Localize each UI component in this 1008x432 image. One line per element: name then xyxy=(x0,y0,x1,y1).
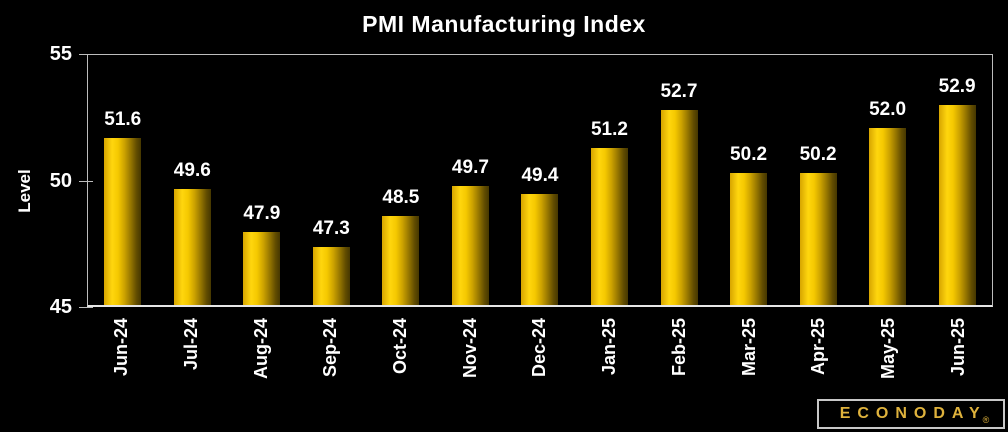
bar-value-label: 47.3 xyxy=(312,217,350,239)
bar-value-label: 52.0 xyxy=(869,98,907,120)
y-axis-tick-mark xyxy=(79,180,93,182)
econoday-logo-text: ECONODAY xyxy=(839,405,987,422)
bar-value-label: 50.2 xyxy=(799,144,837,166)
y-axis-tick-mark xyxy=(79,307,93,308)
bar-slot: 47.9 xyxy=(227,55,297,305)
econoday-logo: ECONODAY ® xyxy=(817,399,1005,429)
bar-slot: 52.0 xyxy=(853,55,923,305)
chart-title: PMI Manufacturing Index xyxy=(362,11,646,37)
bar-slot: 50.2 xyxy=(714,55,784,305)
bar-slot: 52.7 xyxy=(644,55,714,305)
bar-value-label: 49.7 xyxy=(451,157,489,179)
registered-trademark-icon: ® xyxy=(982,415,990,425)
bar-value-label: 47.9 xyxy=(243,202,281,224)
bar xyxy=(799,173,837,305)
x-axis-tick-label: Jul-24 xyxy=(181,318,202,371)
bar xyxy=(938,105,976,305)
bar xyxy=(590,148,628,305)
bar-slot: 49.6 xyxy=(158,55,228,305)
bar-value-label: 52.7 xyxy=(660,81,698,103)
x-axis-tick-label: Feb-25 xyxy=(668,318,689,377)
x-axis-tick-label: May-25 xyxy=(877,318,898,380)
y-axis-tick-mark xyxy=(79,54,93,55)
y-axis-tick-label: 50 xyxy=(49,169,72,192)
x-axis-tick-label: Nov-24 xyxy=(459,318,480,379)
bar xyxy=(451,186,489,305)
bar-value-label: 49.4 xyxy=(521,164,559,186)
bar-value-label: 52.9 xyxy=(938,76,976,98)
bar-value-label: 51.6 xyxy=(104,109,142,131)
bar xyxy=(382,216,420,305)
x-axis-tick-label: Mar-25 xyxy=(738,318,759,377)
x-axis-tick-label: Jun-25 xyxy=(947,318,968,377)
bar xyxy=(312,246,350,305)
x-axis-tick-label: Apr-25 xyxy=(808,318,829,376)
y-axis-tick-label: 45 xyxy=(49,296,72,318)
x-axis-tick-label: Jan-25 xyxy=(599,318,620,376)
x-axis-tick-label: Aug-24 xyxy=(250,318,271,380)
bar-slot: 48.5 xyxy=(366,55,436,305)
x-axis-tick-label: Sep-24 xyxy=(320,318,341,378)
bar xyxy=(521,193,559,305)
y-axis-tick-label: 55 xyxy=(49,43,72,65)
bar xyxy=(173,188,211,305)
bar-slot: 52.9 xyxy=(922,55,992,305)
bars-container: 51.6 49.6 47.9 47.3 48.5 49.7 49.4 51.2 52.7 50.2… xyxy=(88,55,992,305)
bar xyxy=(243,231,281,305)
x-axis: Jun-24 Jul-24 Aug-24 Sep-24 Oct-24 Nov-24 Dec-… xyxy=(87,309,993,399)
bar xyxy=(660,110,698,305)
bar-value-label: 50.2 xyxy=(730,144,768,166)
bar-slot: 49.4 xyxy=(505,55,575,305)
bar-value-label: 49.6 xyxy=(173,159,211,181)
x-axis-tick-label: Dec-24 xyxy=(529,318,550,378)
bar xyxy=(730,173,768,305)
bar-slot: 49.7 xyxy=(436,55,506,305)
x-axis-tick-label: Jun-24 xyxy=(111,318,132,377)
bar-value-label: 51.2 xyxy=(590,119,628,141)
bar-slot: 50.2 xyxy=(783,55,853,305)
plot-area: 51.6 49.6 47.9 47.3 48.5 49.7 49.4 51.2 52.7 50.2… xyxy=(87,54,993,307)
bar-slot: 47.3 xyxy=(297,55,367,305)
bar-value-label: 48.5 xyxy=(382,187,420,209)
x-axis-tick-label: Oct-24 xyxy=(390,318,411,375)
bar-slot: 51.2 xyxy=(575,55,645,305)
bar xyxy=(869,127,907,305)
bar xyxy=(104,138,142,305)
bar-slot: 51.6 xyxy=(88,55,158,305)
